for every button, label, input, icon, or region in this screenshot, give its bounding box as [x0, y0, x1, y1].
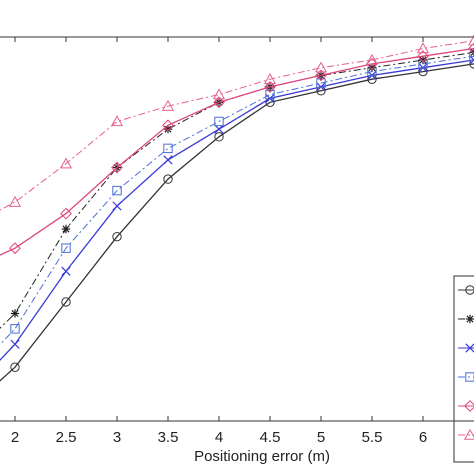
series-4-line	[0, 51, 474, 329]
series-3-point	[61, 243, 71, 253]
series-6-point	[161, 99, 175, 111]
x-tick-label: 5.5	[362, 429, 383, 446]
legend	[453, 275, 474, 463]
series-1-line	[0, 63, 474, 382]
series-3-point	[163, 143, 173, 154]
legend-box	[453, 275, 474, 463]
legend-entry-1	[458, 285, 474, 295]
series-1-point	[61, 297, 71, 307]
series-1	[0, 59, 474, 382]
series-6-point	[59, 157, 73, 169]
legend-marker	[465, 343, 474, 353]
series-5-point	[417, 50, 429, 63]
series-5-point	[315, 69, 327, 82]
series-2	[0, 55, 474, 361]
legend-marker	[463, 428, 474, 440]
series-6-line	[0, 40, 474, 211]
series-6-point	[263, 73, 277, 84]
series-2-point	[469, 55, 474, 65]
series-3-point	[214, 116, 224, 127]
series-4-point	[10, 309, 20, 318]
series-2-point	[61, 266, 71, 276]
x-tick-label: 6	[419, 429, 427, 446]
legend-entry-2	[458, 314, 474, 324]
series-2-point	[214, 124, 224, 134]
x-axis-label: Positioning error (m)	[194, 448, 330, 465]
series-1-point	[214, 132, 224, 142]
series-1-point	[112, 231, 122, 242]
legend-marker	[464, 400, 474, 412]
series-5-point	[162, 119, 174, 132]
x-tick-label: 4.5	[260, 429, 281, 446]
series-5-point	[60, 207, 72, 220]
legend-marker	[465, 314, 474, 324]
series-5-point	[213, 96, 225, 109]
series-4-point	[61, 224, 71, 234]
series-6-point	[110, 115, 124, 127]
legend-entry-5	[458, 400, 474, 412]
legend-entry-3	[458, 343, 474, 353]
x-tick-label: 2.5	[56, 429, 77, 446]
legend-marker	[465, 372, 474, 382]
series-2-line	[0, 59, 474, 361]
series-6-point	[467, 34, 474, 46]
legend-marker	[465, 285, 474, 295]
x-tick-label: 2	[11, 429, 19, 446]
series-3-line	[0, 55, 474, 346]
series-6	[0, 34, 474, 211]
series-6-point	[212, 88, 226, 100]
legend-entry-4	[458, 372, 474, 382]
series-3	[0, 51, 474, 346]
series-4-point	[418, 55, 428, 65]
series-1-point	[163, 174, 173, 184]
series-layer	[0, 34, 474, 382]
series-4	[0, 48, 474, 329]
x-tick-label: 5	[317, 429, 325, 446]
series-6-point	[365, 53, 379, 65]
series-6-point	[416, 42, 430, 54]
series-5-point	[111, 161, 123, 174]
series-6-point	[8, 195, 22, 207]
series-6-point	[314, 61, 328, 73]
series-3-point	[10, 324, 20, 334]
x-tick-label: 3	[113, 429, 121, 446]
series-5-point	[366, 57, 378, 70]
x-tick-label: 4	[215, 429, 223, 446]
axes: 2 2.5 3 3.5 4 4.5 5 5.5 6	[0, 36, 474, 446]
series-5	[0, 42, 474, 256]
series-1-point	[10, 362, 20, 372]
series-2-point	[10, 339, 20, 349]
series-2-point	[163, 155, 173, 165]
x-tick-label: 3.5	[158, 429, 179, 446]
series-5-point	[468, 42, 474, 55]
series-5-line	[0, 47, 474, 256]
legend-entry-6	[458, 428, 474, 440]
series-4-point	[367, 63, 377, 72]
series-2-point	[112, 201, 122, 211]
series-5-point	[9, 242, 21, 255]
series-3-point	[112, 185, 122, 196]
series-4-point	[163, 124, 173, 134]
series-5-point	[264, 81, 276, 93]
